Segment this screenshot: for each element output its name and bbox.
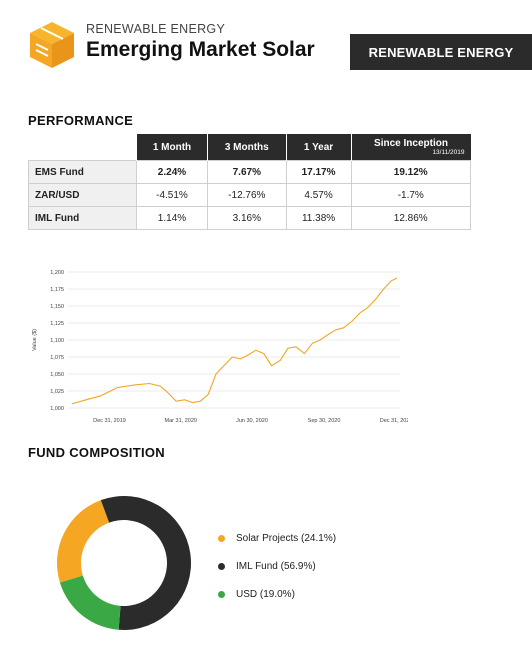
series-line [71, 277, 398, 405]
table-cell: 7.67% [206, 160, 287, 184]
header-subtitle: RENEWABLE ENERGY [86, 22, 226, 36]
y-axis-label: Value ($) [32, 329, 38, 351]
col-header: 1 Month [136, 134, 208, 161]
table-row: IML Fund 1.14% 3.16% 11.38% 12.86% [28, 206, 471, 230]
performance-table: 1 Month 3 Months 1 Year Since Inception 1… [28, 134, 471, 230]
y-tick-label: 1,200 [50, 270, 64, 276]
table-cell: 3.16% [206, 206, 287, 230]
legend-dot [218, 590, 225, 598]
composition-heading: FUND COMPOSITION [28, 445, 165, 460]
y-tick-label: 1,025 [50, 389, 64, 395]
table-cell: -1.7% [350, 183, 471, 207]
y-tick-label: 1,100 [50, 338, 64, 344]
table-row: EMS Fund 2.24% 7.67% 17.17% 19.12% [28, 160, 471, 184]
donut-slice [100, 496, 191, 630]
legend-label: Solar Projects (24.1%) [236, 532, 337, 544]
x-tick-label: Sep 30, 2020 [308, 418, 341, 424]
performance-heading: PERFORMANCE [28, 113, 134, 128]
row-label: ZAR/USD [28, 183, 137, 207]
legend-dot [218, 562, 225, 570]
table-cell: 17.17% [285, 160, 352, 184]
col-header-inception: Since Inception 13/11/2019 [350, 134, 471, 161]
y-tick-label: 1,125 [50, 321, 64, 327]
row-label: EMS Fund [28, 160, 137, 184]
category-tag: RENEWABLE ENERGY [350, 34, 532, 70]
y-tick-label: 1,175 [50, 287, 64, 293]
composition-donut-chart [57, 496, 191, 630]
table-cell: 1.14% [136, 206, 208, 230]
col-header-label: Since Inception [374, 137, 448, 149]
table-cell: -12.76% [206, 183, 287, 207]
table-header-row: 1 Month 3 Months 1 Year Since Inception 1… [29, 134, 471, 161]
donut-slice [59, 575, 121, 630]
table-cell: 11.38% [285, 206, 352, 230]
legend-item: Solar Projects (24.1%) [218, 524, 336, 552]
legend-dot [218, 534, 225, 542]
performance-line-chart: 1,000 1,025 1,050 1,075 1,100 1,125 1,150 1,175… [32, 270, 408, 424]
table-cell: -4.51% [136, 183, 208, 207]
table-cell: 2.24% [136, 160, 208, 184]
logo-box-icon [30, 22, 74, 68]
legend-label: USD (19.0%) [236, 588, 295, 600]
y-tick-label: 1,075 [50, 355, 64, 361]
x-tick-label: Dec 31, 2020 [380, 418, 408, 424]
composition-legend: Solar Projects (24.1%) IML Fund (56.9%) … [218, 524, 336, 608]
page-title: Emerging Market Solar [86, 38, 315, 61]
x-tick-label: Jun 30, 2020 [236, 418, 268, 424]
legend-item: USD (19.0%) [218, 580, 336, 608]
y-tick-label: 1,150 [50, 304, 64, 310]
table-row: ZAR/USD -4.51% -12.76% 4.57% -1.7% [28, 183, 471, 207]
table-corner [29, 134, 137, 161]
y-tick-label: 1,050 [50, 372, 64, 378]
y-tick-label: 1,000 [50, 406, 64, 412]
legend-item: IML Fund (56.9%) [218, 552, 336, 580]
donut-slice [57, 500, 110, 583]
x-tick-label: Mar 31, 2020 [165, 418, 197, 424]
table-cell: 19.12% [350, 160, 471, 184]
col-header: 3 Months [206, 134, 287, 161]
table-cell: 12.86% [350, 206, 471, 230]
col-header: 1 Year [285, 134, 351, 161]
x-tick-label: Dec 31, 2019 [93, 418, 126, 424]
legend-label: IML Fund (56.9%) [236, 560, 316, 572]
inception-date: 13/11/2019 [432, 148, 465, 156]
row-label: IML Fund [28, 206, 137, 230]
table-cell: 4.57% [285, 183, 352, 207]
